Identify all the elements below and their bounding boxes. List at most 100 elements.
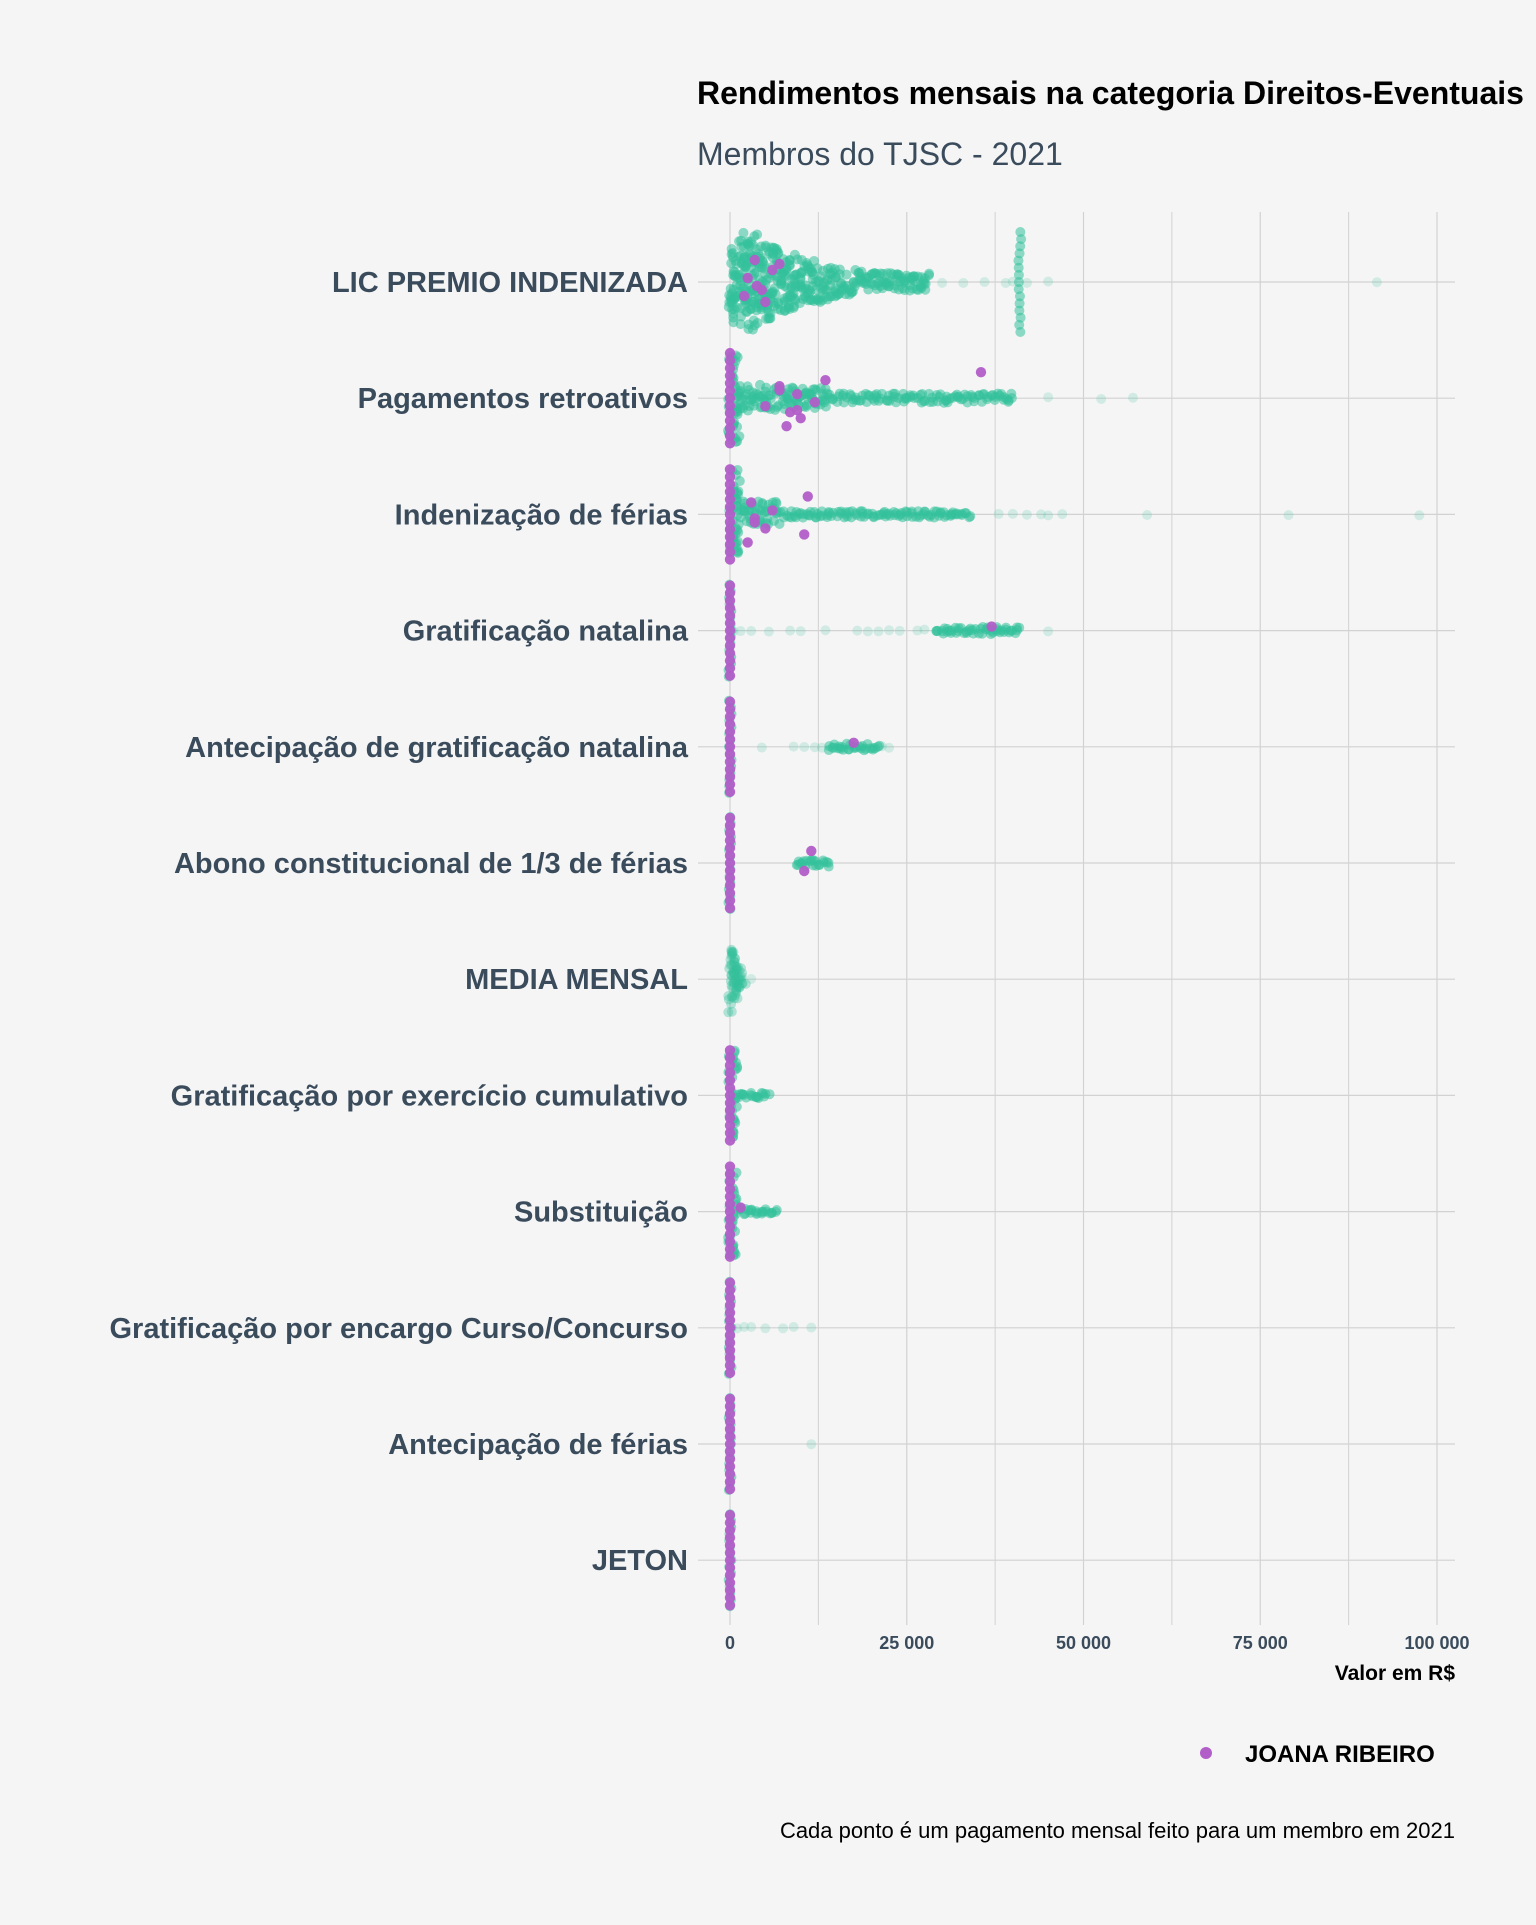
member-payment-dot <box>730 985 741 996</box>
highlight-payment-dot <box>724 1120 736 1131</box>
highlight-payment-dot <box>724 539 736 550</box>
member-payment-dot-outlier <box>735 626 746 637</box>
highlight-payment-dot <box>724 1112 736 1124</box>
member-payment-dot <box>726 1006 737 1017</box>
member-payment-dot-outlier <box>1000 277 1011 288</box>
member-payment-dot-outlier <box>884 742 895 753</box>
highlight-payment-dot <box>724 820 736 831</box>
member-payment-dot-outlier <box>852 625 863 636</box>
member-payment-dot-outlier <box>788 741 799 752</box>
highlight-payment-dot <box>724 1509 736 1521</box>
member-payment-dot <box>1015 327 1026 337</box>
member-payment-dot-outlier <box>877 741 888 752</box>
member-payment-dot-outlier <box>778 1323 789 1334</box>
highlight-payment-dot <box>749 513 760 524</box>
member-payment-dot <box>734 982 745 993</box>
member-payment-dot-outlier <box>1127 392 1138 403</box>
member-payment-dot-outlier <box>919 624 930 635</box>
highlight-payment-dot <box>724 1277 736 1288</box>
member-payment-dot <box>725 959 736 970</box>
member-payment-dot <box>1013 277 1024 287</box>
member-payment-dot <box>730 965 741 976</box>
member-payment-dot <box>729 956 740 967</box>
x-tick-label: 0 <box>725 1633 735 1653</box>
highlight-payment-dot <box>802 491 813 502</box>
member-payment-dot-outlier <box>763 626 774 637</box>
member-payment-dot <box>727 982 738 993</box>
member-payment-dot <box>738 227 749 238</box>
highlight-payment-dot <box>724 1127 736 1139</box>
highlight-payment-dot <box>724 1461 736 1472</box>
member-payment-dot <box>737 978 748 989</box>
member-payment-dot-outlier <box>1043 276 1054 287</box>
member-payment-dot <box>733 981 744 992</box>
highlight-payment-dot <box>724 1393 736 1405</box>
member-payment-dot <box>752 318 763 329</box>
category-label-gratificacao-por-exercicio-cumulativo: Gratificação por exercício cumulativo <box>171 1080 688 1112</box>
highlight-payment-dot <box>724 1097 736 1109</box>
member-payment-dot-outlier <box>1096 393 1107 404</box>
highlight-payment-dot <box>724 655 736 666</box>
highlight-payment-dot <box>724 347 736 359</box>
member-payment-dot-outlier <box>1043 510 1054 521</box>
highlight-payment-dot <box>724 1446 736 1457</box>
highlight-payment-dot <box>724 415 736 426</box>
member-payment-dot <box>728 977 739 988</box>
highlight-payment-dot <box>742 537 753 548</box>
highlight-payment-dot <box>724 1060 736 1071</box>
highlight-payment-dot <box>724 471 736 483</box>
member-payment-dot <box>752 229 763 240</box>
member-payment-dot-outlier <box>993 508 1004 519</box>
highlight-payment-dot <box>724 610 736 621</box>
member-payment-dot <box>733 965 744 976</box>
member-payment-dot-outlier <box>795 626 806 637</box>
highlight-payment-dot <box>774 258 785 270</box>
highlight-payment-dot <box>724 1367 736 1379</box>
highlight-payment-dot <box>724 486 736 498</box>
member-payment-dot <box>732 977 743 988</box>
highlight-payment-dot <box>735 1202 746 1213</box>
category-label-media-mensal: MEDIA MENSAL <box>465 964 688 996</box>
category-label-gratificacao-por-encargo-curso-concurso: Gratificação por encargo Curso/Concurso <box>109 1313 688 1345</box>
highlight-payment-dot <box>751 280 763 292</box>
highlight-payment-dot <box>724 438 736 449</box>
highlight-payment-dot <box>724 385 736 396</box>
member-payment-dot-outlier <box>1057 509 1068 520</box>
highlight-payment-dot <box>724 711 736 722</box>
member-payment-dot <box>729 969 740 980</box>
member-payment-dot <box>727 946 738 957</box>
member-payment-dot-outlier <box>1142 509 1153 520</box>
member-payment-dot <box>726 980 737 991</box>
member-payment-dot <box>729 975 740 986</box>
member-payment-dot-outlier <box>894 625 905 636</box>
highlight-payment-dot <box>724 1105 736 1116</box>
member-payment-dot <box>726 950 737 961</box>
labels: Rendimentos mensais na categoria Direito… <box>109 75 1523 1843</box>
category-label-antecipacao-de-ferias: Antecipação de férias <box>388 1429 688 1461</box>
highlight-payment-dot <box>724 835 736 846</box>
highlight-payment-dot <box>724 827 736 839</box>
member-payment-dot-outlier <box>937 277 948 288</box>
highlight-payment-dot <box>724 1483 736 1495</box>
highlight-payment-dot <box>724 887 736 899</box>
highlight-payment-dot <box>724 1191 736 1202</box>
x-tick-label: 75 000 <box>1233 1633 1288 1653</box>
member-payment-dot <box>729 960 740 971</box>
highlight-payment-dot <box>806 845 817 857</box>
highlight-payment-dot <box>724 1592 736 1603</box>
highlight-payment-dot <box>724 857 736 869</box>
member-payment-dot <box>726 944 737 955</box>
highlight-payment-dot <box>724 1221 736 1232</box>
member-payment-dot <box>729 953 740 964</box>
legend-label-joana-ribeiro: JOANA RIBEIRO <box>1245 1741 1435 1768</box>
member-payment-dot <box>727 948 738 959</box>
member-payment-dot <box>736 963 747 974</box>
member-payment-dot-outlier <box>1036 509 1047 520</box>
member-payment-dot <box>823 857 834 868</box>
highlight-payment-dot <box>724 1183 736 1195</box>
member-payment-dot-outlier <box>806 1439 817 1450</box>
member-payment-dot <box>1006 388 1017 399</box>
highlight-payment-dot <box>724 1431 736 1442</box>
highlight-payment-dot <box>724 1468 736 1480</box>
